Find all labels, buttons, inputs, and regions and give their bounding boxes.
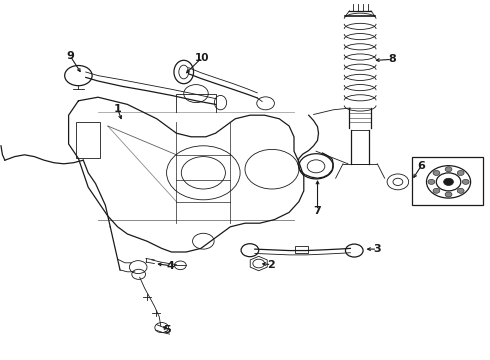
Text: 9: 9 — [66, 51, 74, 61]
Circle shape — [445, 192, 452, 197]
Circle shape — [445, 167, 452, 172]
Text: 4: 4 — [167, 261, 174, 271]
Text: 10: 10 — [195, 53, 209, 63]
Bar — [412, 157, 483, 205]
Circle shape — [462, 179, 469, 184]
Bar — [295, 246, 308, 253]
Text: 6: 6 — [417, 161, 425, 171]
Circle shape — [457, 188, 464, 193]
Text: 2: 2 — [268, 260, 275, 270]
Circle shape — [433, 188, 440, 193]
Text: 3: 3 — [373, 244, 381, 254]
Text: 1: 1 — [114, 104, 122, 114]
Circle shape — [433, 170, 440, 175]
Circle shape — [428, 179, 435, 184]
Text: 7: 7 — [314, 206, 321, 216]
Bar — [76, 122, 100, 158]
Circle shape — [443, 178, 453, 185]
Text: 5: 5 — [163, 325, 171, 336]
Circle shape — [457, 170, 464, 175]
Text: 8: 8 — [388, 54, 396, 64]
